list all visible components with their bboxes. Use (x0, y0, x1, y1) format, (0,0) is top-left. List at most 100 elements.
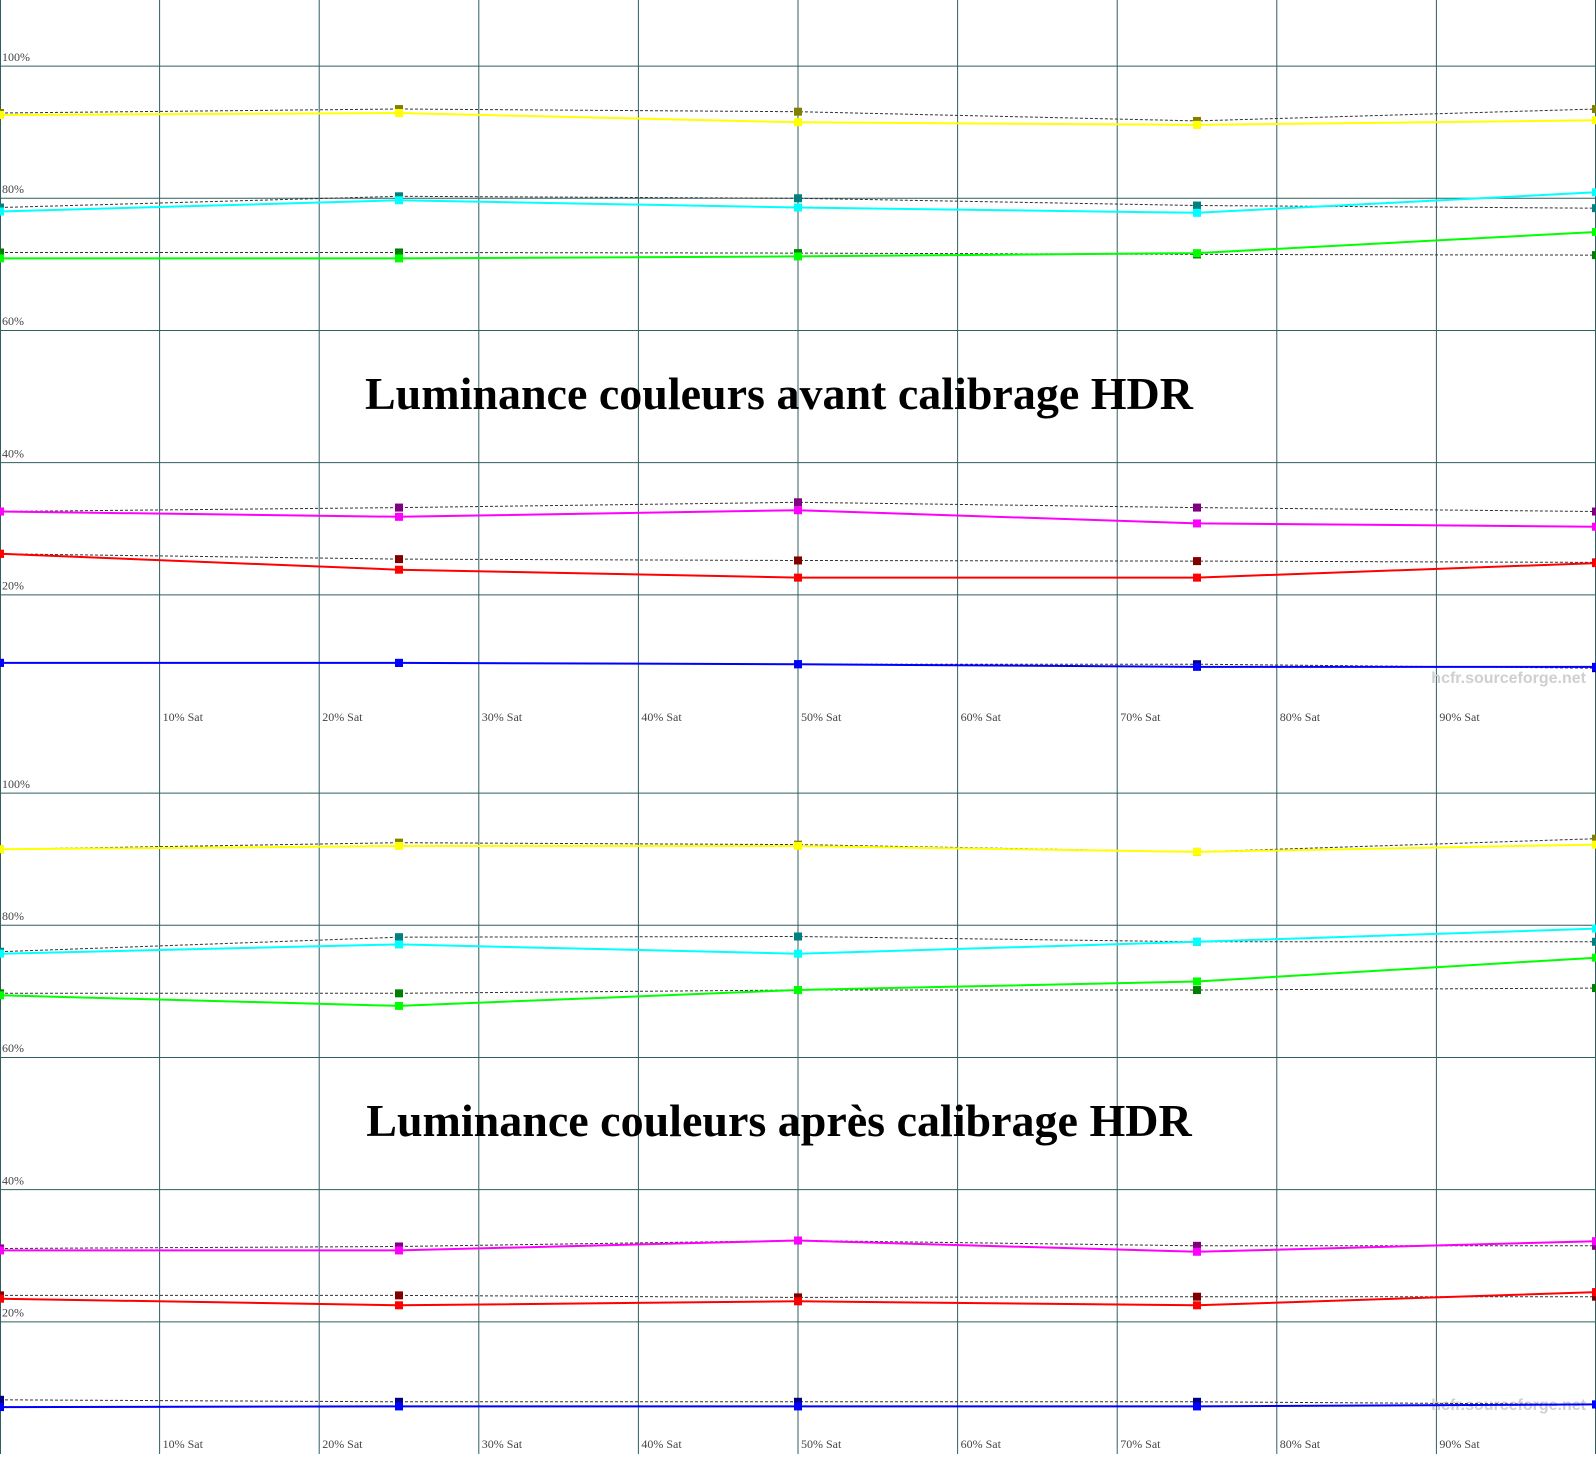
x-tick-label: 20% Sat (322, 1437, 363, 1451)
marker (794, 949, 802, 958)
marker (1193, 1397, 1201, 1406)
marker (1592, 1400, 1596, 1409)
x-tick-label: 40% Sat (641, 710, 682, 724)
marker (1592, 840, 1596, 849)
marker (0, 207, 4, 216)
marker (395, 512, 403, 521)
marker (1193, 519, 1201, 528)
marker (395, 1291, 403, 1300)
marker (395, 503, 403, 512)
marker (395, 1001, 403, 1010)
marker (794, 118, 802, 127)
marker (794, 1397, 802, 1406)
marker (1592, 1288, 1596, 1297)
marker (1193, 986, 1201, 995)
chart-title: Luminance couleurs après calibrage HDR (366, 1095, 1192, 1146)
marker (0, 949, 4, 958)
y-tick-label: 20% (2, 579, 24, 593)
marker (794, 194, 802, 203)
marker (395, 658, 403, 667)
marker (395, 940, 403, 949)
marker (794, 506, 802, 515)
x-tick-label: 10% Sat (163, 710, 204, 724)
marker (1193, 1292, 1201, 1301)
marker (395, 109, 403, 118)
marker (1193, 977, 1201, 986)
x-tick-label: 50% Sat (801, 710, 842, 724)
marker (1193, 120, 1201, 129)
marker (395, 933, 403, 942)
marker (1592, 834, 1596, 843)
marker (794, 252, 802, 261)
marker (1592, 924, 1596, 933)
y-tick-label: 60% (2, 1041, 24, 1055)
y-tick-label: 60% (2, 314, 24, 328)
x-tick-label: 70% Sat (1120, 710, 1161, 724)
marker (794, 573, 802, 582)
x-tick-label: 80% Sat (1280, 1437, 1321, 1451)
x-tick-label: 80% Sat (1280, 710, 1321, 724)
y-tick-label: 80% (2, 182, 24, 196)
y-tick-label: 40% (2, 1173, 24, 1187)
marker (0, 845, 4, 854)
y-tick-label: 20% (2, 1306, 24, 1320)
marker (1592, 984, 1596, 993)
marker (395, 1301, 403, 1310)
marker (395, 1402, 403, 1411)
marker (395, 1397, 403, 1406)
y-tick-label: 80% (2, 909, 24, 923)
marker (794, 1236, 802, 1245)
marker (395, 1246, 403, 1255)
marker (1193, 249, 1201, 258)
x-tick-label: 30% Sat (482, 710, 523, 724)
marker (0, 110, 4, 119)
reference-line (0, 108, 1596, 122)
marker (1592, 204, 1596, 213)
marker (1592, 1241, 1596, 1250)
marker (1193, 573, 1201, 582)
marker (1193, 503, 1201, 512)
x-tick-label: 50% Sat (801, 1437, 842, 1451)
reference-line (0, 252, 1596, 256)
marker (395, 841, 403, 850)
y-tick-label: 100% (2, 777, 30, 791)
marker (1193, 937, 1201, 946)
marker (1193, 208, 1201, 217)
reference-line (0, 1239, 1596, 1249)
marker (1592, 1237, 1596, 1246)
marker (0, 254, 4, 263)
marker (1592, 116, 1596, 125)
marker (0, 549, 4, 558)
marker (794, 1402, 802, 1411)
marker (1592, 953, 1596, 962)
y-tick-label: 100% (2, 50, 30, 64)
marker (794, 107, 802, 116)
x-tick-label: 90% Sat (1439, 710, 1480, 724)
reference-line (0, 1399, 1596, 1405)
marker (794, 841, 802, 850)
x-tick-label: 20% Sat (322, 710, 363, 724)
marker (1193, 1402, 1201, 1411)
marker (794, 986, 802, 995)
marker (1193, 1241, 1201, 1250)
marker (395, 989, 403, 998)
marker (395, 555, 403, 564)
y-tick-label: 40% (2, 446, 24, 460)
x-tick-label: 60% Sat (961, 710, 1002, 724)
marker (1193, 557, 1201, 566)
marker (395, 565, 403, 574)
marker (1592, 1292, 1596, 1301)
marker (1592, 251, 1596, 260)
marker (1193, 662, 1201, 671)
marker (1592, 937, 1596, 946)
marker (1592, 188, 1596, 197)
chart-title: Luminance couleurs avant calibrage HDR (365, 368, 1194, 419)
reference-line (0, 987, 1596, 994)
marker (0, 248, 4, 257)
marker (1193, 201, 1201, 210)
x-tick-label: 60% Sat (961, 1437, 1002, 1451)
marker (1193, 1301, 1201, 1310)
marker (1592, 105, 1596, 114)
marker (395, 254, 403, 263)
